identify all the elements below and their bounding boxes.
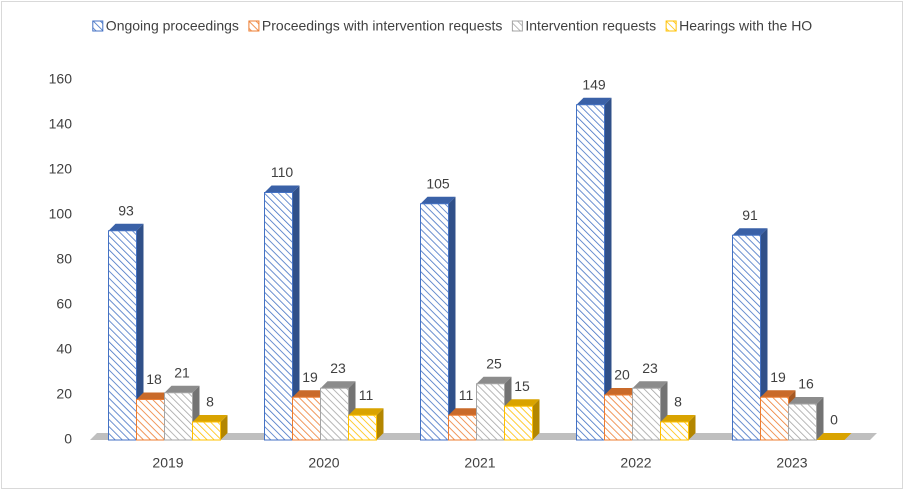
data-label: 23 <box>642 360 658 376</box>
bar <box>420 203 449 441</box>
bar-side <box>532 399 540 440</box>
y-tick-label: 40 <box>56 341 72 357</box>
bar-top <box>732 228 768 236</box>
legend-label: Ongoing proceedings <box>106 18 239 34</box>
bar <box>732 234 761 441</box>
bar-top <box>448 408 484 416</box>
bar-side <box>376 408 384 440</box>
bar <box>576 104 605 441</box>
data-label: 149 <box>582 76 606 92</box>
bar <box>448 414 477 441</box>
data-label: 93 <box>118 202 134 218</box>
bar-side <box>760 228 768 440</box>
bar-top <box>348 408 384 416</box>
x-tick-label: 2021 <box>464 455 495 471</box>
legend-swatch <box>511 20 523 32</box>
x-tick-label: 2019 <box>152 455 183 471</box>
bar-top <box>632 381 668 389</box>
bar-top <box>816 433 852 440</box>
x-tick-label: 2022 <box>620 455 651 471</box>
data-label: 91 <box>742 207 758 223</box>
bar <box>604 394 633 441</box>
bar-top <box>192 415 228 422</box>
bar <box>504 405 533 441</box>
bar-top <box>476 376 512 384</box>
bar-side <box>220 415 228 440</box>
bar <box>760 396 789 441</box>
bar <box>320 387 349 441</box>
legend: Ongoing proceedings Proceedings with inte… <box>92 18 812 34</box>
x-tick-label: 2023 <box>776 455 807 471</box>
data-label: 18 <box>146 371 162 387</box>
data-label: 16 <box>798 376 814 392</box>
bar-top <box>108 223 144 231</box>
bar-side <box>604 97 612 440</box>
data-label: 11 <box>359 387 374 403</box>
data-label: 20 <box>614 367 630 383</box>
legend-swatch <box>92 20 104 32</box>
bar-top <box>264 185 300 193</box>
x-tick-label: 2020 <box>308 455 339 471</box>
bar <box>264 192 293 441</box>
y-tick-label: 160 <box>49 71 73 87</box>
data-label: 23 <box>330 360 346 376</box>
data-label: 21 <box>174 364 190 380</box>
legend-swatch <box>248 20 260 32</box>
data-label: 110 <box>271 164 294 180</box>
data-label: 11 <box>459 387 474 403</box>
bar-side <box>292 185 300 440</box>
bar <box>292 396 321 441</box>
bar-top <box>320 381 356 389</box>
y-tick-label: 60 <box>56 296 72 312</box>
bar-top <box>660 415 696 422</box>
bar-top <box>164 385 200 393</box>
y-tick-label: 0 <box>64 431 72 447</box>
y-tick-label: 20 <box>56 386 72 402</box>
bar <box>164 392 193 441</box>
bar-top <box>576 97 612 105</box>
data-label: 19 <box>770 369 786 385</box>
bar <box>660 421 689 441</box>
bar <box>632 387 661 441</box>
bar-top <box>420 196 456 204</box>
bar-side <box>688 415 696 440</box>
legend-swatch <box>665 20 677 32</box>
data-label: 19 <box>302 369 318 385</box>
y-tick-label: 80 <box>56 251 72 267</box>
data-label: 8 <box>674 394 682 410</box>
bar-top <box>292 390 328 398</box>
bar-top <box>604 388 640 395</box>
bar-top <box>504 399 540 407</box>
y-tick-label: 120 <box>49 161 73 177</box>
data-label: 0 <box>830 412 838 428</box>
bar-side <box>816 397 824 440</box>
legend-label: Hearings with the HO <box>679 18 812 34</box>
data-label: 105 <box>426 175 450 191</box>
y-tick-label: 100 <box>49 206 73 222</box>
bar-top <box>788 397 824 404</box>
legend-label: Proceedings with intervention requests <box>262 18 502 34</box>
bar <box>476 383 505 441</box>
data-label: 15 <box>514 378 530 394</box>
y-tick-label: 140 <box>49 116 73 132</box>
bar <box>136 399 165 441</box>
bar-side <box>448 196 456 440</box>
bar <box>788 403 817 441</box>
bar-top <box>760 390 796 398</box>
data-label: 25 <box>486 355 502 371</box>
bar-side <box>136 223 144 440</box>
bar-top <box>136 392 172 400</box>
data-label: 8 <box>206 394 214 410</box>
bar <box>192 421 221 441</box>
bar <box>108 230 137 441</box>
legend-label: Intervention requests <box>525 18 656 34</box>
bar <box>348 414 377 441</box>
